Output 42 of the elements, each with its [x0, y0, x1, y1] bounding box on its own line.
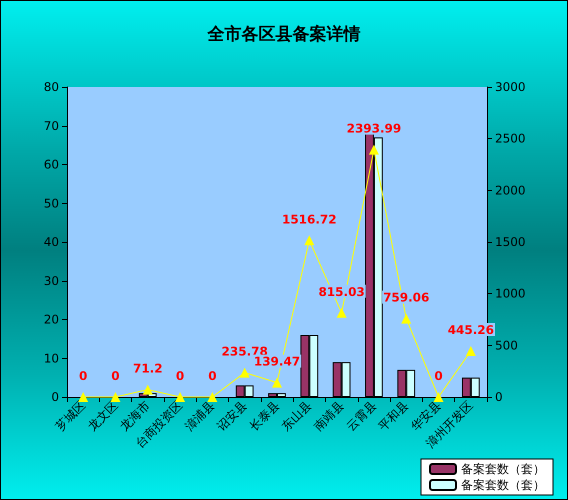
legend-label: 备案套数（套）	[461, 478, 545, 492]
y2-tick-label: 2000	[495, 183, 526, 198]
data-label: 2393.99	[346, 122, 402, 136]
data-label: 0	[176, 369, 184, 383]
data-label: 139.47	[254, 354, 300, 369]
point	[401, 314, 412, 324]
point	[304, 235, 314, 246]
chart-title: 全市各区县备案详情	[206, 24, 360, 44]
point	[368, 144, 379, 155]
y-tick-label: 60	[44, 158, 59, 172]
point	[272, 378, 282, 388]
y2-tick-label: 1500	[495, 235, 526, 249]
data-label: 815.03	[318, 284, 365, 299]
data-label: 71.2	[132, 362, 163, 376]
y-tick-label: 10	[44, 351, 59, 366]
point	[240, 368, 250, 378]
y2-tick-label: 3000	[495, 80, 526, 94]
data-label: 0	[78, 369, 88, 383]
y-tick-label: 0	[51, 390, 59, 404]
data-label: 0	[111, 369, 120, 383]
data-label: 0	[434, 369, 443, 383]
point	[142, 384, 153, 395]
y-tick-label: 30	[44, 274, 59, 288]
data-label: 445.26	[448, 322, 494, 337]
y-tick-label: 20	[44, 312, 59, 326]
y-tick-label: 40	[44, 235, 59, 249]
data-label: 0	[208, 369, 217, 383]
point	[207, 392, 218, 402]
point	[434, 392, 444, 402]
y-tick-label: 50	[44, 196, 59, 210]
legend-label: 备案套数（套）	[461, 462, 545, 476]
y2-tick-label: 500	[495, 338, 518, 352]
y2-tick-label: 2500	[495, 132, 526, 146]
y-tick-label: 70	[44, 118, 59, 133]
x-tick-label: 龙文区	[85, 398, 120, 434]
y-tick-label: 80	[44, 80, 59, 94]
data-label: 1516.72	[282, 212, 337, 226]
y2-tick-label: 0	[495, 390, 503, 404]
data-label: 759.06	[383, 290, 430, 305]
point	[466, 346, 476, 356]
point	[336, 308, 347, 318]
y2-tick-label: 1000	[495, 286, 526, 301]
